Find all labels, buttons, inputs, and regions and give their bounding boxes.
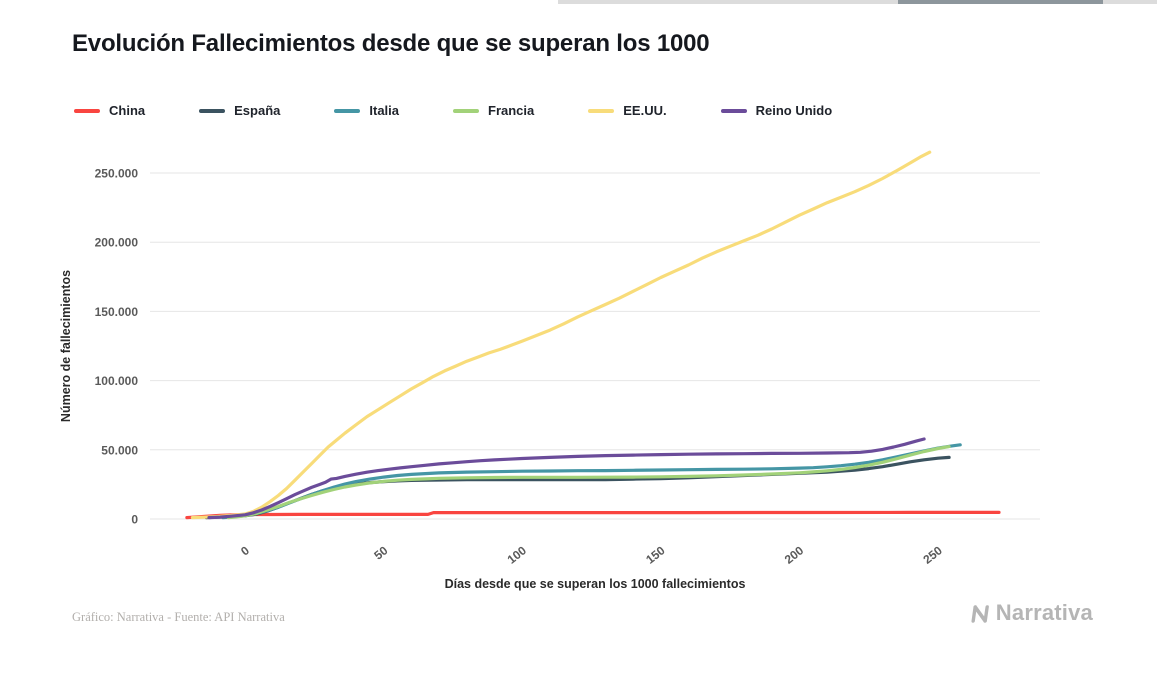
series-line-china[interactable] [185,510,1001,520]
legend-item-italia[interactable]: Italia [334,103,399,118]
chart-legend: China España Italia Francia EE.UU. Reino… [74,103,832,118]
x-tick-label: 200 [782,543,807,567]
chart-title: Evolución Fallecimientos desde que se su… [72,30,710,57]
legend-swatch [720,108,747,113]
x-tick-label: 50 [371,543,390,562]
legend-label: China [109,103,146,118]
narrativa-logo-text: Narrativa [995,600,1093,625]
y-tick-label: 250.000 [95,167,139,181]
series-line-ee-uu[interactable] [190,150,932,520]
x-tick-label: 150 [643,543,668,567]
x-tick-label: 0 [238,543,252,558]
legend-item-china[interactable]: China [74,103,145,118]
legend-swatch [199,108,226,113]
legend-item-francia[interactable]: Francia [453,103,534,118]
series-line-francia[interactable] [226,445,951,520]
series-line-reino-unido[interactable] [207,437,926,520]
top-edge-artifact [558,0,1157,4]
legend-item-eeuu[interactable]: EE.UU. [588,103,667,118]
legend-label: España [234,103,281,118]
legend-item-reino-unido[interactable]: Reino Unido [720,103,833,118]
y-tick-label: 150.000 [95,305,139,319]
top-edge-artifact-dark [898,0,1103,4]
y-tick-label: 50.000 [101,443,138,457]
legend-label: Reino Unido [755,103,833,118]
legend-item-espana[interactable]: España [199,103,280,118]
narrativa-logo: Narrativa [969,600,1093,626]
y-tick-label: 200.000 [95,236,139,250]
x-tick-label: 100 [505,543,530,567]
legend-label: Francia [488,103,535,118]
y-tick-label: 0 [131,513,138,527]
legend-swatch [334,108,361,113]
y-tick-label: 100.000 [95,374,139,388]
source-credit: Gráfico: Narrativa - Fuente: API Narrati… [72,610,285,624]
y-axis-title: Número de fallecimientos [59,269,73,423]
legend-label: EE.UU. [623,103,667,118]
x-axis-title: Días desde que se superan los 1000 falle… [444,577,746,591]
legend-swatch [453,108,479,113]
legend-label: Italia [369,103,399,118]
legend-swatch [74,108,100,113]
narrativa-n-mark [971,605,989,623]
legend-swatch [588,108,615,113]
x-tick-label: 250 [920,543,945,567]
